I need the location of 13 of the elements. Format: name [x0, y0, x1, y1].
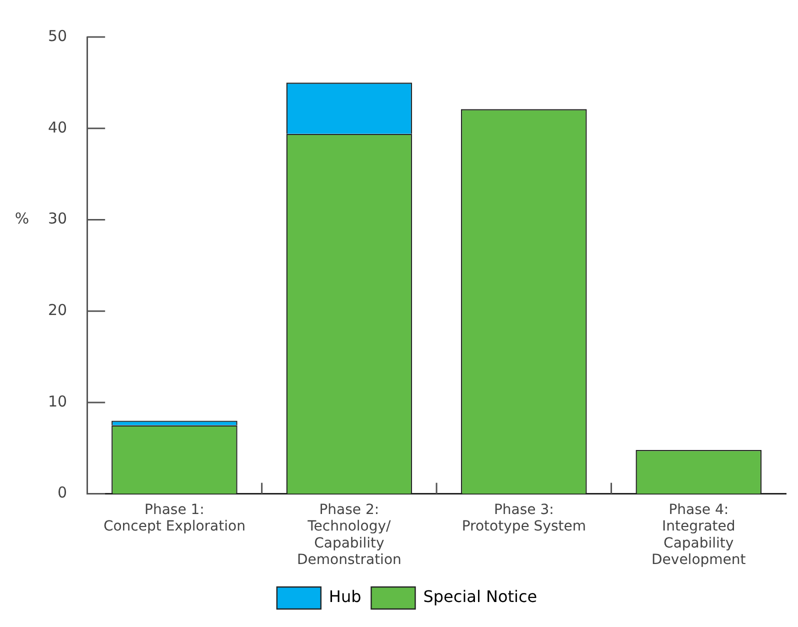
y-tick-label: 50: [48, 26, 68, 45]
legend-label: Special Notice: [423, 587, 538, 606]
y-tick-label: 10: [48, 392, 68, 410]
y-tick-label: 30: [48, 210, 68, 228]
x-tick-label: Phase 1: Concept Exploration: [103, 502, 246, 535]
y-axis-title: %: [14, 210, 30, 228]
x-tick-label: Phase 2: Technology/ Capability Demonstration: [296, 502, 402, 568]
y-tick-label: 40: [48, 118, 68, 136]
legend-label: Hub: [328, 587, 362, 606]
y-tick-label: 20: [48, 300, 68, 319]
y-tick-label: 0: [58, 484, 68, 502]
x-tick-label: Phase 3: Prototype System: [462, 502, 586, 535]
x-tick-label: Phase 4: Integrated Capability Development: [652, 502, 746, 568]
